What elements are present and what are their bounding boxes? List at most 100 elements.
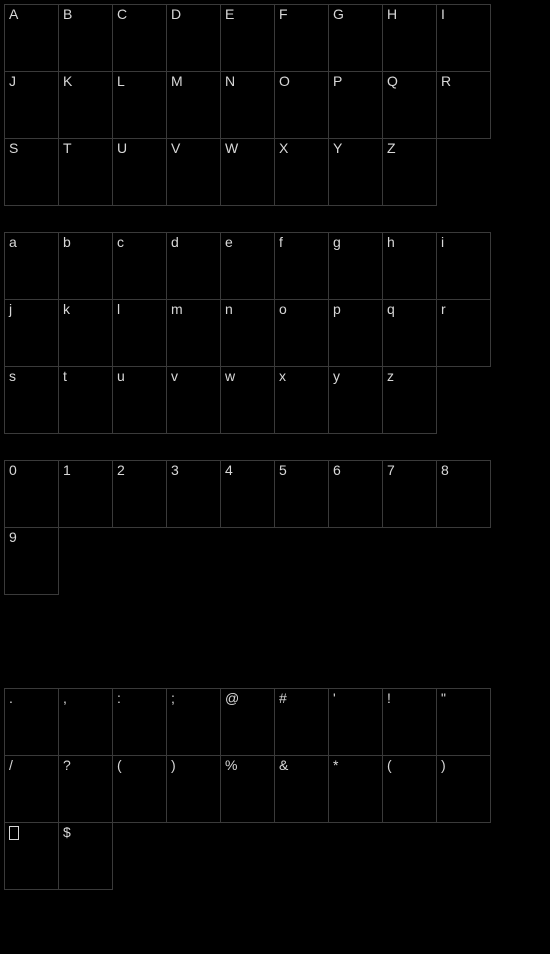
glyph-row: A BCD EFG HI [4,4,491,72]
glyph: Y [333,141,342,155]
glyph: l [117,302,120,316]
glyph-cell: f [274,232,329,300]
glyph: / [9,758,13,772]
glyph-cell: c [112,232,167,300]
glyph: 4 [225,463,233,477]
glyph: Q [387,74,398,88]
glyph-cell: Y [328,138,383,206]
glyph: J [9,74,16,88]
glyph-block-3: .,:;@#'!"/?()%&*()$ [4,688,491,890]
glyph: I [441,7,445,21]
glyph: @ [225,691,239,705]
glyph-cell: 8 [436,460,491,528]
glyph-cell: . [4,688,59,756]
glyph-cell: G [328,4,383,72]
glyph-cell: 9 [4,527,59,595]
glyph: z [387,369,394,383]
glyph-cell: H [382,4,437,72]
glyph-cell: R [436,71,491,139]
glyph-cell: 6 [328,460,383,528]
glyph-cell: t [58,366,113,434]
glyph-block-0: ABCDEFGHIJKLMNOPQRSTUVWXYZ [4,4,491,206]
glyph-cell: v [166,366,221,434]
glyph: & [279,758,288,772]
glyph-row: 9 [4,528,491,595]
glyph-cell [4,822,59,890]
glyph-row: /?()%&*() [4,756,491,823]
glyph-cell: o [274,299,329,367]
glyph-cell: @ [220,688,275,756]
glyph-cell: B [58,4,113,72]
glyph: 6 [333,463,341,477]
glyph: P [333,74,342,88]
glyph: S [9,141,18,155]
glyph-cell: ( [382,755,437,823]
glyph-cell: ) [436,755,491,823]
glyph: 0 [9,463,17,477]
glyph-cell: ) [166,755,221,823]
glyph: L [117,74,125,88]
glyph-cell: y [328,366,383,434]
glyph-cell: M [166,71,221,139]
glyph-cell: 7 [382,460,437,528]
glyph-cell: * [328,755,383,823]
glyph-cell: z [382,366,437,434]
glyph-cell: ( [112,755,167,823]
glyph-row: $ [4,823,491,890]
glyph-cell: C [112,4,167,72]
glyph: G [333,7,344,21]
glyph: ) [171,758,176,772]
glyph: 8 [441,463,449,477]
glyph: y [333,369,340,383]
glyph-row: 012345678 [4,460,491,528]
glyph-cell: # [274,688,329,756]
glyph-cell: , [58,688,113,756]
glyph-cell: ! [382,688,437,756]
glyph: ) [441,758,446,772]
glyph-cell: ' [328,688,383,756]
glyph-cell: / [4,755,59,823]
glyph: 1 [63,463,71,477]
glyph-cell: F [274,4,329,72]
glyph-cell: 2 [112,460,167,528]
glyph-cell: A [4,4,59,72]
glyph-cell: p [328,299,383,367]
glyph: 3 [171,463,179,477]
glyph-cell: L [112,71,167,139]
glyph-cell: E [220,4,275,72]
glyph: T [63,141,72,155]
glyph-cell: h [382,232,437,300]
glyph: A [9,7,18,21]
glyph: v [171,369,178,383]
glyph-cell: 3 [166,460,221,528]
glyph-cell: Z [382,138,437,206]
glyph: W [225,141,238,155]
glyph: m [171,302,183,316]
glyph: s [9,369,16,383]
glyph: O [279,74,290,88]
glyph-cell: W [220,138,275,206]
glyph: K [63,74,72,88]
glyph-cell: d [166,232,221,300]
glyph-cell: ? [58,755,113,823]
glyph: D [171,7,181,21]
glyph: c [117,235,124,249]
glyph: ; [171,691,175,705]
glyph-cell: a [4,232,59,300]
glyph: o [279,302,287,316]
glyph: 9 [9,530,17,544]
glyph-row: STUVWXYZ [4,139,491,206]
glyph-cell: n [220,299,275,367]
glyph: h [387,235,395,249]
glyph: % [225,758,237,772]
glyph: N [225,74,235,88]
glyph-cell: J [4,71,59,139]
glyph-cell: 0 [4,460,59,528]
glyph-cell: P [328,71,383,139]
glyph: f [279,235,283,249]
glyph-cell: s [4,366,59,434]
glyph: ' [333,691,336,705]
glyph-row: abcdefghi [4,232,491,300]
glyph-cell: m [166,299,221,367]
glyph: M [171,74,183,88]
